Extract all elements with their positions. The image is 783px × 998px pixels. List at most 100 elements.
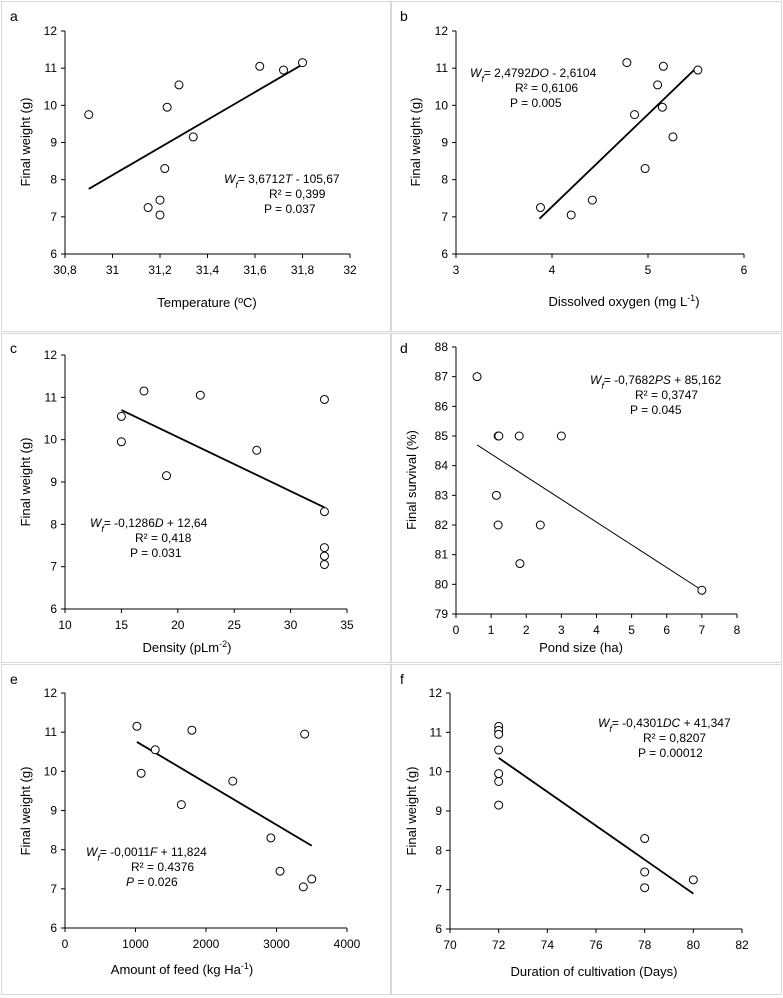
r-squared-label: R² = 0,3747	[635, 388, 698, 402]
x-tick-label: 32	[343, 263, 357, 277]
y-tick-label: 11	[45, 61, 58, 75]
x-tick-label: 31,8	[291, 263, 315, 277]
data-point	[255, 61, 265, 71]
y-tick-label: 9	[50, 475, 57, 489]
x-tick-label: 15	[115, 618, 129, 632]
data-point	[298, 882, 308, 892]
x-tick-label: 30	[284, 618, 298, 632]
data-point	[640, 834, 650, 844]
data-point	[266, 833, 276, 843]
y-tick-label: 10	[435, 98, 449, 112]
panel-label-b: b	[400, 8, 408, 24]
data-point	[162, 471, 172, 481]
data-point	[279, 65, 288, 75]
x-tick-label: 0	[453, 623, 460, 637]
y-tick-label: 8	[50, 173, 57, 187]
trend-line	[498, 757, 694, 895]
regression-equation: Wf= 2,4792DO - 2,6104	[470, 66, 597, 84]
y-tick-label: 8	[435, 843, 442, 857]
p-value-label: P = 0.045	[630, 403, 682, 417]
data-point	[514, 431, 524, 441]
y-axis-label: Final weight (g)	[18, 98, 33, 187]
data-point	[494, 777, 504, 786]
y-tick-label: 83	[435, 488, 449, 502]
y-tick-label: 10	[44, 764, 58, 778]
x-tick-label: 2000	[193, 937, 220, 951]
data-point	[693, 65, 703, 75]
x-tick-label: 70	[443, 938, 457, 952]
data-point	[228, 776, 238, 786]
data-point	[187, 725, 197, 735]
data-point	[307, 874, 317, 884]
y-tick-label: 10	[429, 765, 443, 779]
data-point	[653, 80, 663, 90]
data-point	[174, 80, 184, 90]
chart-panel-b: b 6 7 8 9 10 11 12 3 4 5 6 Dissolved oxygen (mg L-1…	[391, 1, 782, 332]
y-tick-label: 11	[45, 725, 58, 739]
x-tick-label: 4	[549, 263, 556, 277]
data-point	[195, 390, 205, 400]
data-point	[640, 867, 650, 877]
data-point	[319, 560, 329, 570]
r-squared-label: R² = 0,8207	[643, 731, 706, 745]
x-tick-label: 8	[734, 623, 741, 637]
x-tick-label: 4000	[334, 937, 361, 951]
y-tick-label: 10	[44, 433, 58, 447]
y-tick-label: 9	[435, 804, 442, 818]
r-squared-label: R² = 0,418	[135, 531, 192, 545]
data-point	[566, 210, 576, 220]
data-point	[300, 729, 310, 739]
trend-line	[121, 409, 325, 509]
chart-panel-f: f 6 7 8 9 10 11 12 70 72 74 76 78 80 82 Duration of cu…	[391, 664, 782, 995]
y-tick-label: 7	[50, 210, 57, 224]
y-tick-label: 86	[435, 399, 449, 413]
data-point	[640, 164, 650, 174]
data-point	[668, 132, 678, 142]
panel-label-f: f	[400, 671, 404, 687]
panel-label-a: a	[10, 8, 18, 24]
y-axis-label: Final weight (g)	[18, 438, 33, 527]
y-tick-label: 82	[435, 518, 449, 532]
data-point	[515, 559, 525, 569]
data-point	[494, 729, 504, 739]
data-point	[143, 203, 153, 213]
x-axis-label: Amount of feed (kg Ha-1)	[111, 961, 253, 977]
x-tick-label: 74	[541, 938, 555, 952]
data-point	[298, 58, 307, 68]
y-tick-label: 6	[50, 602, 57, 616]
data-point	[630, 110, 640, 120]
p-value-label: P = 0.005	[510, 96, 562, 110]
y-tick-label: 12	[44, 348, 58, 362]
trend-line	[88, 63, 303, 190]
y-tick-label: 11	[430, 725, 443, 739]
chart-c: 6 7 8 9 10 11 12 10 15 20 25 30 35 Density (pLm-2) Fin…	[18, 348, 354, 655]
y-tick-label: 79	[435, 607, 449, 621]
y-tick-label: 6	[50, 921, 57, 935]
y-axis-label: Final weight (g)	[404, 767, 419, 856]
y-tick-label: 8	[50, 843, 57, 857]
y-tick-label: 9	[441, 136, 448, 150]
data-point	[160, 164, 170, 174]
data-point	[622, 58, 632, 68]
r-squared-label: R² = 0.4376	[131, 860, 194, 874]
data-point	[535, 203, 545, 213]
data-point	[136, 768, 146, 778]
data-point	[587, 195, 597, 205]
x-tick-label: 31	[106, 263, 120, 277]
data-point	[84, 110, 94, 120]
data-point	[150, 745, 160, 755]
y-tick-label: 88	[435, 340, 449, 354]
x-tick-label: 3000	[263, 937, 290, 951]
data-point	[472, 372, 482, 382]
chart-panel-a: a 6 7 8 9 10 11 12 30,8 31 31,2 31,4 31,6 31,8 32 Temp…	[1, 1, 391, 332]
y-tick-label: 87	[435, 370, 449, 384]
x-tick-label: 30,8	[53, 263, 77, 277]
x-tick-label: 5	[628, 623, 635, 637]
data-point	[176, 800, 186, 810]
x-tick-label: 7	[699, 623, 706, 637]
y-tick-label: 7	[435, 883, 442, 897]
p-value-label: P = 0.00012	[638, 746, 703, 760]
data-point	[162, 102, 172, 112]
chart-panel-c: c 6 7 8 9 10 11 12 10 15 20 25 30 35 Density (pLm-2) F…	[1, 333, 391, 663]
